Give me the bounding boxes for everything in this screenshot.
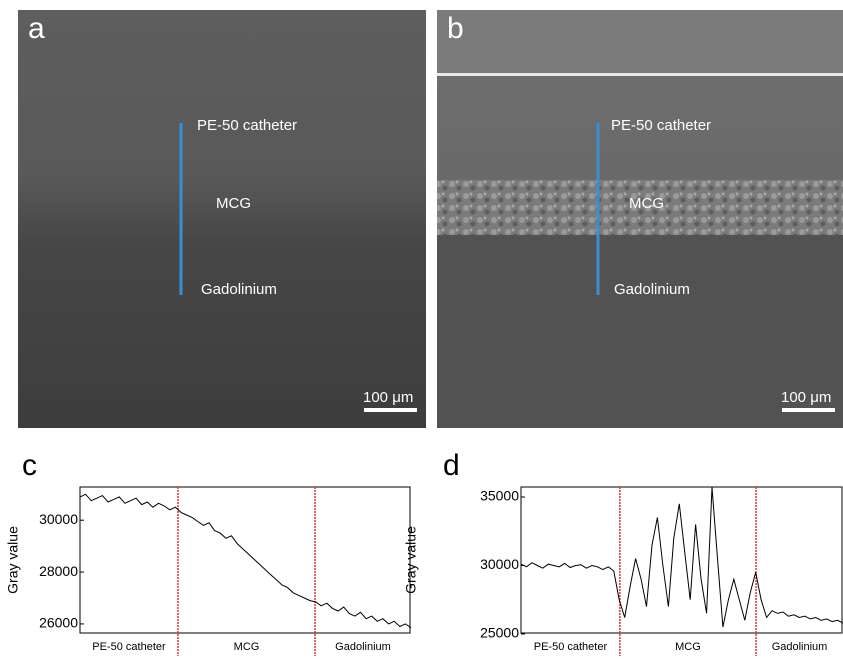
y-tick-label: 26000 [39,615,78,631]
region-label: MCG [234,641,260,653]
profile-line [520,487,843,628]
region-label: Gadolinium [772,641,828,653]
region-label: PE-50 catheter [534,641,608,653]
micrograph-a [18,10,426,428]
panel-label: d [443,449,460,482]
image-region [437,10,843,73]
y-tick-label: 30000 [39,511,78,527]
y-tick-label: 30000 [480,556,519,572]
annotation: PE-50 catheter [197,117,297,134]
scale-bar [364,408,417,412]
scale-bar-label: 100 μm [781,389,831,406]
annotation: MCG [216,195,251,212]
y-tick-label: 35000 [480,488,519,504]
plot-frame [79,486,411,634]
y-tick-label: 25000 [480,625,519,641]
annotation: Gadolinium [614,281,690,298]
image-region [437,73,843,76]
image-region [437,235,843,428]
y-tick-label: 28000 [39,563,78,579]
scale-bar-label: 100 μm [363,389,413,406]
annotation: MCG [629,195,664,212]
y-axis-label: Gray value [5,526,21,594]
profile-line [79,493,412,629]
plot-frame [520,486,843,634]
y-axis-label: Gray value [403,526,419,594]
region-label: PE-50 catheter [92,641,166,653]
region-label: Gadolinium [335,641,391,653]
image-region [437,180,843,235]
region-label: MCG [675,641,701,653]
scale-bar [782,408,835,412]
annotation: Gadolinium [201,281,277,298]
panel-label: c [22,449,37,482]
annotation: PE-50 catheter [611,117,711,134]
panel-label: b [447,12,464,45]
panel-label: a [28,12,45,45]
